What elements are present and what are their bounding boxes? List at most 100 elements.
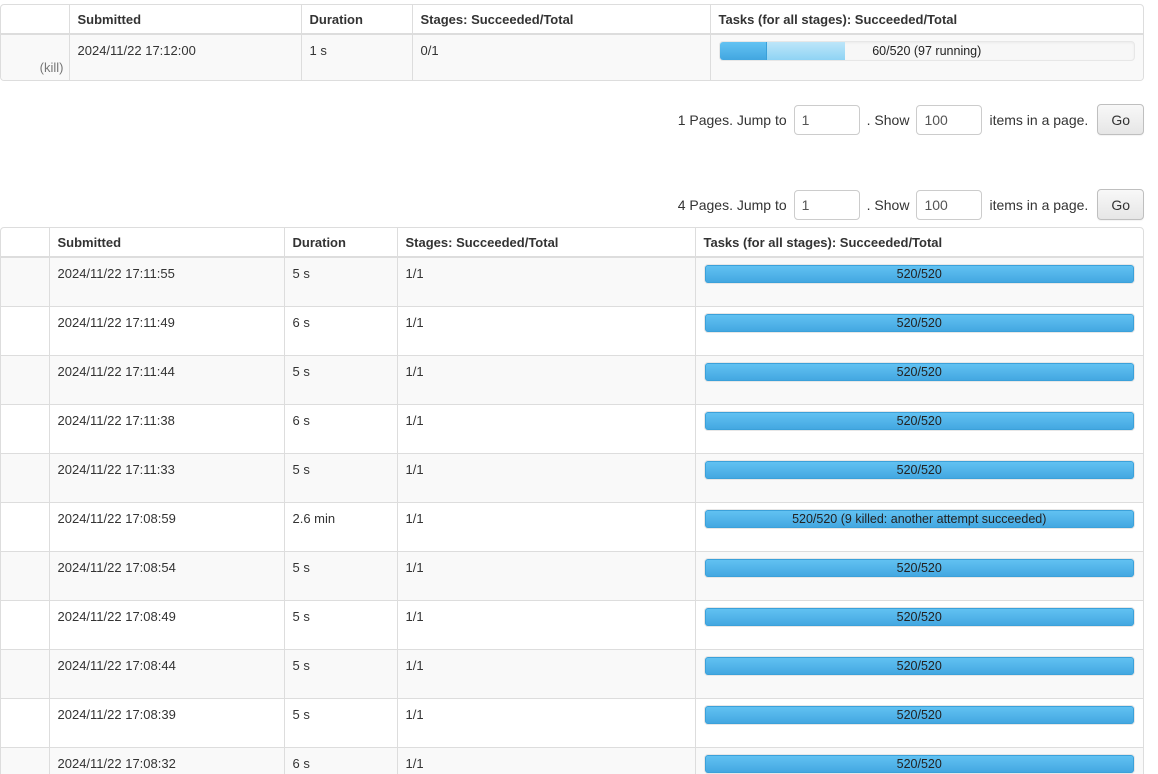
- duration-cell: 5 s: [283, 453, 397, 502]
- duration-cell: 6 s: [283, 747, 397, 774]
- table-row: 2024/11/22 17:11:38 6 s 1/1 520/520: [1, 404, 1143, 453]
- progress-running-segment: [767, 42, 845, 60]
- running-jobs-header-row: Submitted Duration Stages: Succeeded/Tot…: [1, 5, 1143, 35]
- running-jobs-pagination: 1 Pages. Jump to . Show items in a page.…: [0, 104, 1144, 135]
- progress-completed-segment: [704, 607, 1134, 626]
- table-row: 2024/11/22 17:08:32 6 s 1/1 520/520: [1, 747, 1143, 774]
- job-id-cell: [1, 257, 49, 306]
- stages-cell: 1/1: [396, 404, 695, 453]
- tasks-cell: 520/520: [694, 257, 1143, 306]
- tasks-progress-bar: 520/520: [703, 361, 1135, 382]
- show-label: . Show: [866, 196, 910, 213]
- job-id-cell: [1, 600, 49, 649]
- tasks-progress-bar: 520/520: [703, 655, 1135, 676]
- tasks-progress-bar: 520/520: [703, 312, 1135, 333]
- items-per-page-input[interactable]: [916, 104, 983, 135]
- pages-label: 1 Pages. Jump to: [677, 111, 787, 128]
- submitted-cell: 2024/11/22 17:08:44: [48, 649, 284, 698]
- running-jobs-table-wrap: Submitted Duration Stages: Succeeded/Tot…: [0, 4, 1144, 81]
- tasks-cell: 60/520 (97 running): [709, 34, 1143, 80]
- show-label: . Show: [866, 111, 910, 128]
- table-row: 2024/11/22 17:08:54 5 s 1/1 520/520: [1, 551, 1143, 600]
- go-button[interactable]: Go: [1097, 189, 1144, 220]
- duration-cell: 5 s: [283, 698, 397, 747]
- progress-completed-segment: [704, 265, 1134, 283]
- progress-label: 520/520: [896, 609, 942, 624]
- progress-label: 520/520: [896, 756, 942, 771]
- submitted-cell: 2024/11/22 17:11:49: [48, 306, 284, 355]
- stages-cell: 1/1: [396, 600, 695, 649]
- duration-cell: 5 s: [283, 257, 397, 306]
- items-in-page-label: items in a page.: [989, 196, 1089, 213]
- stages-cell: 0/1: [411, 34, 710, 80]
- jump-to-page-input[interactable]: [793, 104, 860, 135]
- progress-label: 520/520: [896, 315, 942, 330]
- header-empty: [1, 228, 49, 258]
- progress-label: 520/520 (9 killed: another attempt succe…: [792, 511, 1047, 526]
- table-row: 2024/11/22 17:11:55 5 s 1/1 520/520: [1, 257, 1143, 306]
- job-id-cell: [1, 404, 49, 453]
- duration-cell: 6 s: [283, 306, 397, 355]
- completed-jobs-pagination: 4 Pages. Jump to . Show items in a page.…: [0, 189, 1144, 220]
- progress-completed-segment: [704, 558, 1134, 577]
- job-id-cell: [1, 453, 49, 502]
- duration-cell: 5 s: [283, 600, 397, 649]
- tasks-progress-bar: 520/520: [703, 606, 1135, 627]
- tasks-cell: 520/520: [694, 600, 1143, 649]
- completed-jobs-table-wrap: Submitted Duration Stages: Succeeded/Tot…: [0, 227, 1144, 774]
- progress-completed-segment: [704, 705, 1134, 724]
- table-row: 2024/11/22 17:08:59 2.6 min 1/1 520/520 …: [1, 502, 1143, 551]
- header-tasks[interactable]: Tasks (for all stages): Succeeded/Total: [709, 5, 1143, 35]
- progress-label: 520/520: [896, 364, 942, 379]
- tasks-progress-bar: 520/520: [703, 264, 1135, 284]
- progress-completed-segment: [704, 411, 1134, 430]
- stages-cell: 1/1: [396, 453, 695, 502]
- tasks-cell: 520/520: [694, 453, 1143, 502]
- progress-completed-segment: [719, 42, 768, 60]
- job-id-cell: [1, 551, 49, 600]
- progress-label: 520/520: [896, 462, 942, 477]
- jump-to-page-input[interactable]: [793, 189, 860, 220]
- tasks-cell: 520/520: [694, 747, 1143, 774]
- submitted-cell: 2024/11/22 17:08:39: [48, 698, 284, 747]
- header-stages[interactable]: Stages: Succeeded/Total: [396, 228, 695, 258]
- table-row: 2024/11/22 17:11:44 5 s 1/1 520/520: [1, 355, 1143, 404]
- tasks-progress-bar: 520/520 (9 killed: another attempt succe…: [703, 508, 1135, 529]
- header-stages[interactable]: Stages: Succeeded/Total: [411, 5, 710, 35]
- job-kill-cell: (kill): [1, 34, 69, 80]
- stages-cell: 1/1: [396, 306, 695, 355]
- go-button[interactable]: Go: [1097, 104, 1144, 135]
- progress-completed-segment: [704, 313, 1134, 332]
- items-per-page-input[interactable]: [916, 189, 983, 220]
- header-duration[interactable]: Duration: [283, 228, 397, 258]
- progress-label: 520/520: [896, 658, 942, 673]
- header-duration[interactable]: Duration: [300, 5, 412, 35]
- submitted-cell: 2024/11/22 17:08:49: [48, 600, 284, 649]
- tasks-progress-bar: 520/520: [703, 459, 1135, 480]
- tasks-cell: 520/520: [694, 551, 1143, 600]
- tasks-progress-bar: 520/520: [703, 753, 1135, 774]
- header-tasks[interactable]: Tasks (for all stages): Succeeded/Total: [694, 228, 1143, 258]
- job-id-cell: [1, 502, 49, 551]
- completed-jobs-table: Submitted Duration Stages: Succeeded/Tot…: [1, 228, 1143, 774]
- progress-completed-segment: [704, 656, 1134, 675]
- pages-label: 4 Pages. Jump to: [677, 196, 787, 213]
- kill-link[interactable]: (kill): [39, 60, 64, 75]
- job-id-cell: [1, 747, 49, 774]
- header-submitted[interactable]: Submitted: [68, 5, 301, 35]
- tasks-cell: 520/520: [694, 404, 1143, 453]
- duration-cell: 5 s: [283, 355, 397, 404]
- submitted-cell: 2024/11/22 17:11:38: [48, 404, 284, 453]
- duration-cell: 5 s: [283, 551, 397, 600]
- header-submitted[interactable]: Submitted: [48, 228, 284, 258]
- progress-label: 60/520 (97 running): [872, 44, 982, 58]
- progress-label: 520/520: [896, 707, 942, 722]
- completed-jobs-header-row: Submitted Duration Stages: Succeeded/Tot…: [1, 228, 1143, 258]
- job-id-cell: [1, 306, 49, 355]
- stages-cell: 1/1: [396, 355, 695, 404]
- progress-completed-segment: [704, 460, 1134, 479]
- duration-cell: 6 s: [283, 404, 397, 453]
- tasks-progress-bar: 60/520 (97 running): [718, 41, 1135, 61]
- submitted-cell: 2024/11/22 17:08:54: [48, 551, 284, 600]
- items-in-page-label: items in a page.: [989, 111, 1089, 128]
